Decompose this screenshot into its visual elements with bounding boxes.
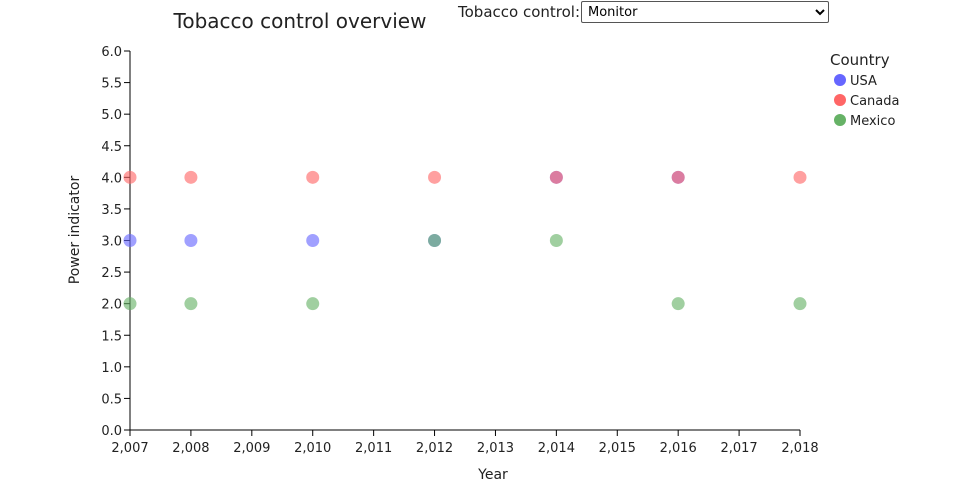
point-canada-2010: [306, 170, 320, 184]
y-tick-label: 3.0: [101, 235, 122, 250]
y-tick-label: 5.5: [101, 77, 122, 92]
x-tick-label: 2,011: [355, 441, 392, 456]
point-mexico-2007: [123, 297, 137, 311]
point-mexico-2010: [306, 297, 320, 311]
point-usa-2010: [306, 234, 320, 247]
point-usa-2008: [184, 234, 198, 247]
point-canada-2008: [184, 170, 198, 184]
point-canada-2016: [671, 170, 685, 184]
x-tick-label: 2,007: [111, 441, 148, 456]
point-canada-2014: [549, 170, 563, 184]
y-axis-label: Power indicator: [67, 176, 83, 285]
y-tick-label: 0.0: [101, 424, 122, 439]
legend-title: Country: [830, 51, 890, 69]
point-mexico-2016: [671, 297, 685, 311]
x-tick-label: 2,015: [599, 441, 636, 456]
x-tick-label: 2,010: [294, 441, 331, 456]
point-mexico-2018: [793, 297, 807, 311]
tobacco-control-select[interactable]: Monitor: [581, 1, 829, 23]
point-mexico-2014: [549, 234, 563, 247]
legend-swatch-canada: [834, 94, 846, 106]
y-tick-label: 4.0: [101, 171, 122, 186]
point-canada-2012: [428, 170, 442, 184]
legend: Country USA Canada Mexico: [830, 51, 899, 129]
tobacco-control-label: Tobacco control:: [458, 3, 580, 21]
y-tick-label: 2.0: [101, 298, 122, 313]
x-axis: 2,007 2,008 2,009 2,010 2,011 2,012 2,013 2,014…: [111, 429, 819, 456]
y-tick-label: 3.5: [101, 203, 122, 218]
y-tick-label: 5.0: [101, 108, 122, 123]
y-tick-label: 1.5: [101, 329, 122, 344]
x-tick-label: 2,017: [720, 441, 757, 456]
x-tick-label: 2,008: [172, 441, 209, 456]
legend-label-canada: Canada: [850, 94, 899, 109]
y-tick-label: 4.5: [101, 140, 122, 155]
x-axis-label: Year: [477, 467, 508, 483]
y-axis: 0.0 0.5 1.0 1.5 2.0 2.5 3.0 3.5 4.0 4.5 5.0 5.5 6.0: [101, 45, 131, 439]
x-tick-label: 2,012: [416, 441, 453, 456]
y-tick-label: 2.5: [101, 266, 122, 281]
point-canada-2018: [793, 170, 807, 184]
x-tick-label: 2,016: [660, 441, 697, 456]
y-tick-label: 0.5: [101, 392, 122, 407]
point-mexico-2012: [428, 234, 442, 247]
legend-label-mexico: Mexico: [850, 114, 895, 129]
legend-label-usa: USA: [850, 74, 877, 89]
point-usa-2007: [123, 234, 137, 247]
data-points: [123, 170, 807, 311]
x-tick-label: 2,018: [781, 441, 818, 456]
x-tick-label: 2,014: [538, 441, 575, 456]
y-tick-label: 1.0: [101, 361, 122, 376]
point-mexico-2008: [184, 297, 198, 311]
legend-swatch-usa: [834, 74, 846, 86]
legend-swatch-mexico: [834, 114, 846, 126]
y-tick-label: 6.0: [101, 45, 122, 60]
x-tick-label: 2,009: [233, 441, 270, 456]
tobacco-control-filter: Tobacco control: Monitor: [458, 1, 829, 23]
x-tick-label: 2,013: [477, 441, 514, 456]
chart-title: Tobacco control overview: [173, 9, 427, 33]
point-canada-2007: [123, 170, 137, 184]
